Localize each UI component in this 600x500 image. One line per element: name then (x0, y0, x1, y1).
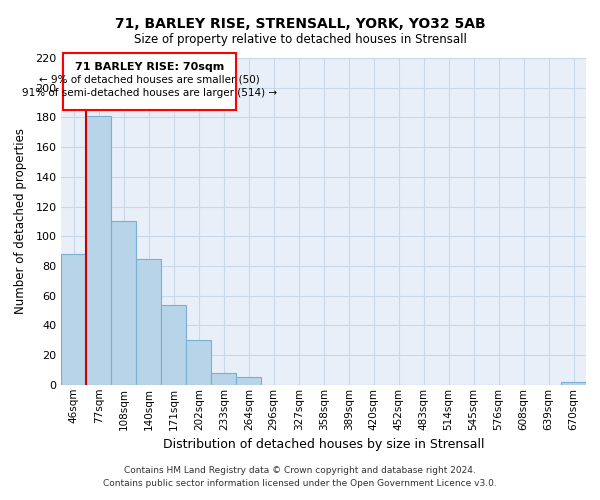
Text: ← 9% of detached houses are smaller (50): ← 9% of detached houses are smaller (50) (39, 74, 260, 85)
Bar (136, 258, 161, 385)
X-axis label: Distribution of detached houses by size in Strensall: Distribution of detached houses by size … (163, 438, 484, 451)
Text: Size of property relative to detached houses in Strensall: Size of property relative to detached ho… (134, 32, 466, 46)
Bar (186, 340, 211, 385)
Bar (86, 116, 112, 385)
Bar (236, 378, 261, 385)
Text: 91% of semi-detached houses are larger (514) →: 91% of semi-detached houses are larger (… (22, 88, 277, 98)
Text: 71, BARLEY RISE, STRENSALL, YORK, YO32 5AB: 71, BARLEY RISE, STRENSALL, YORK, YO32 5… (115, 18, 485, 32)
Bar (561, 382, 586, 385)
Bar (62, 54, 236, 110)
Text: 71 BARLEY RISE: 70sqm: 71 BARLEY RISE: 70sqm (75, 62, 224, 72)
Text: Contains HM Land Registry data © Crown copyright and database right 2024.
Contai: Contains HM Land Registry data © Crown c… (103, 466, 497, 487)
Bar (211, 373, 236, 385)
Bar (61, 254, 86, 385)
Bar (161, 304, 186, 385)
Y-axis label: Number of detached properties: Number of detached properties (14, 128, 27, 314)
Bar (112, 222, 136, 385)
